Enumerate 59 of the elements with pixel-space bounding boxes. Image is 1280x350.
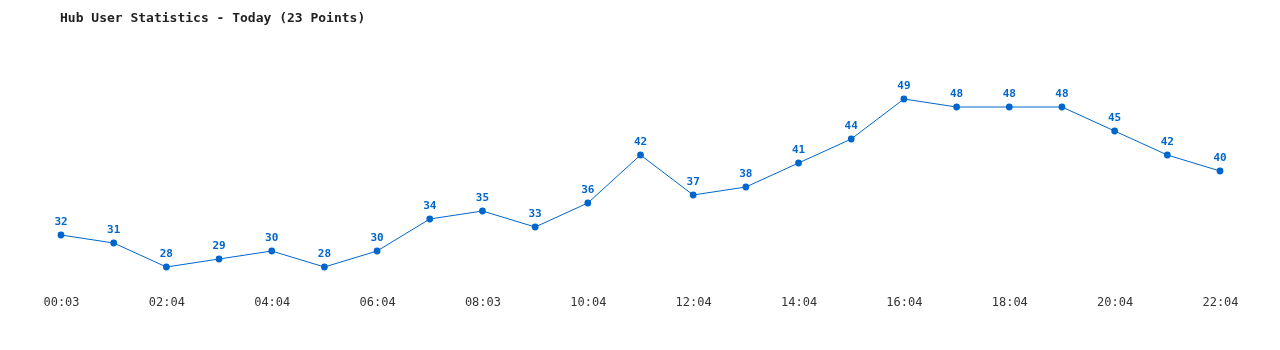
point	[373, 247, 381, 255]
data-label: 30	[265, 231, 279, 244]
x-tick-label: 02:04	[148, 294, 185, 309]
point	[847, 135, 855, 143]
data-label: 33	[528, 207, 542, 220]
data-label: 42	[1160, 135, 1174, 148]
data-label: 31	[107, 223, 121, 236]
data-label: 42	[633, 135, 648, 148]
data-label: 37	[686, 175, 700, 188]
data-label: 34	[423, 199, 437, 212]
point	[1058, 103, 1066, 111]
x-tick-label: 08:03	[464, 294, 502, 309]
data-label: 48	[949, 87, 964, 100]
data-label: 38	[739, 167, 753, 180]
point	[689, 191, 697, 199]
data-label: 36	[581, 183, 595, 196]
data-label: 44	[844, 119, 859, 132]
point	[742, 183, 750, 191]
data-label: 41	[791, 143, 806, 156]
point	[900, 95, 908, 103]
x-tick-label: 18:04	[991, 294, 1028, 309]
point	[268, 247, 276, 255]
data-label: 40	[1213, 151, 1227, 164]
point	[584, 199, 592, 207]
point	[57, 231, 65, 239]
point	[1111, 127, 1119, 135]
point	[637, 151, 644, 159]
x-tick-label: 14:04	[780, 294, 818, 309]
data-label: 29	[212, 239, 226, 252]
point	[953, 103, 960, 111]
data-label: 48	[1002, 87, 1016, 100]
data-label: 48	[1055, 87, 1069, 100]
x-tick-label: 06:04	[359, 294, 396, 309]
point	[1163, 151, 1171, 159]
x-tick-label: 20:04	[1097, 294, 1134, 309]
point	[795, 159, 802, 167]
x-tick-label: 12:04	[675, 294, 712, 309]
data-label: 28	[159, 247, 173, 260]
x-tick-label: 22:04	[1202, 294, 1239, 309]
data-label: 32	[54, 215, 68, 228]
data-label: 35	[475, 191, 490, 204]
point	[1005, 103, 1013, 111]
point	[215, 255, 223, 263]
point	[321, 263, 328, 271]
data-label: 49	[897, 79, 911, 92]
x-tick-label: 16:04	[886, 294, 923, 309]
point	[162, 263, 170, 271]
point	[531, 223, 539, 231]
x-tick-label: 00:03	[43, 294, 80, 309]
x-tick-label: 10:04	[570, 294, 607, 309]
point	[110, 239, 118, 247]
point	[479, 207, 486, 215]
point	[426, 215, 434, 223]
chart-title: Hub User Statistics - Today (23 Points)	[60, 10, 366, 25]
data-label: 30	[370, 231, 384, 244]
data-label: 45	[1108, 111, 1122, 124]
x-tick-label: 04:04	[254, 294, 291, 309]
point	[1216, 167, 1224, 175]
data-label: 28	[317, 247, 332, 260]
